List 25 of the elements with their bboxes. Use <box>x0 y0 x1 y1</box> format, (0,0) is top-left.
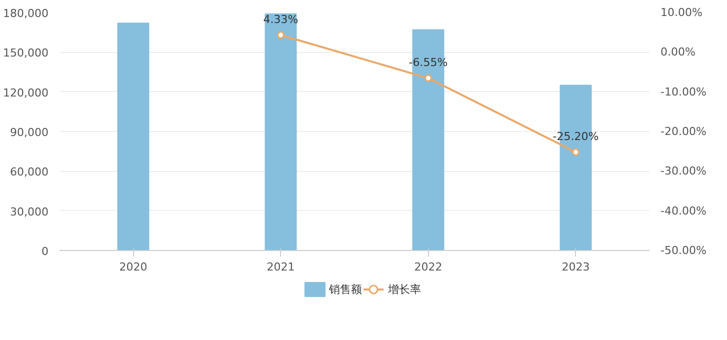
y2-tick-label: -20.00% <box>660 125 706 138</box>
point <box>424 74 432 82</box>
x-tick-label: 2021 <box>266 260 295 274</box>
y2-tick-label: -40.00% <box>660 204 706 218</box>
x-tick-label: 2020 <box>119 260 148 274</box>
legend-label: 销售额 <box>328 283 362 296</box>
y-tick-label: 180,000 <box>3 7 49 20</box>
point <box>277 31 284 39</box>
point <box>572 148 580 156</box>
y-tick-label: 60,000 <box>10 166 49 179</box>
y-tick-label: 90,000 <box>10 126 49 139</box>
y-tick-label: 150,000 <box>3 46 49 60</box>
y2-tick-label: -10.00% <box>660 85 706 98</box>
y2-tick-label: -30.00% <box>660 164 706 178</box>
bar <box>264 13 297 250</box>
x-tick-label: 2022 <box>414 260 442 274</box>
y2-tick-label: -50.00% <box>660 244 706 257</box>
y2-tick-label: 0.00% <box>660 46 696 59</box>
legend-label: 增长率 <box>386 283 421 296</box>
x-tick-label: 2023 <box>562 260 590 274</box>
y-tick-label: 30,000 <box>10 205 49 218</box>
bar <box>117 22 150 250</box>
y2-tick-label: 10.00% <box>660 6 702 19</box>
y-tick-label: 0 <box>42 245 48 258</box>
y-tick-label: 120,000 <box>3 86 49 100</box>
